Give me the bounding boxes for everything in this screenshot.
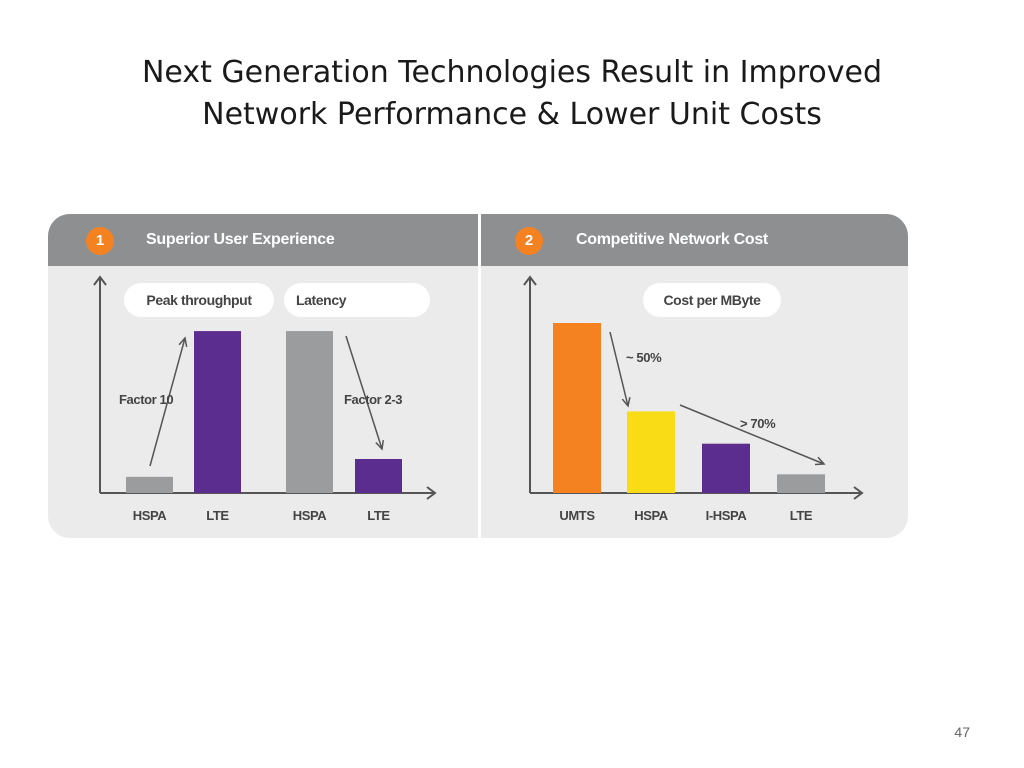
chart2-tick-label-1: HSPA [634, 508, 669, 523]
panel-1-number-badge: 1 [86, 227, 114, 255]
chart2-70pct-arrow-head [814, 456, 826, 466]
panel-divider [478, 214, 481, 538]
chart1-factor-2-3-arrow-head [375, 439, 385, 451]
panel-1-title: Superior User Experience [146, 231, 335, 248]
chart2-bar-umts [553, 323, 601, 493]
chart1-x-axis-arrow [426, 486, 437, 500]
slide-title-line-1: Next Generation Technologies Result in I… [141, 55, 883, 90]
chart1-factor-10-arrow [149, 337, 186, 467]
infographic-panel: 1 Superior User Experience 2 Competitive… [48, 214, 908, 538]
chart1-annotation-factor-2-3: Factor 2-3 [344, 392, 402, 407]
chart1-factor-2-3-arrow [345, 335, 383, 450]
chart1-tick-label-1-1: LTE [367, 508, 390, 523]
chart2-50pct-arrow-head [621, 397, 631, 408]
chart2-bar-i-hspa [702, 443, 750, 493]
latency-label: Latency [284, 283, 430, 317]
chart2-bar-lte [777, 474, 825, 493]
chart2-y-axis-arrow [523, 275, 537, 286]
cost-per-mbyte-label: Cost per MByte [643, 283, 781, 317]
chart2-tick-label-3: LTE [790, 508, 813, 523]
peak-throughput-label: Peak throughput [124, 283, 274, 317]
chart2-50pct-arrow [609, 331, 629, 407]
chart1-bar-lte-0 [194, 331, 241, 493]
chart1-tick-label-0-0: HSPA [133, 508, 168, 523]
slide-title: Next Generation Technologies Result in I… [0, 52, 1024, 136]
charts-svg: HSPA LTE HSPA LTE Factor 10 Factor 2-3 UMTS HS… [93, 275, 864, 523]
panel-2-number-badge: 2 [515, 227, 543, 255]
chart2-x-axis-arrow [853, 486, 864, 500]
chart1-bar-lte-1 [355, 459, 402, 493]
chart1-tick-label-0-1: LTE [206, 508, 229, 523]
chart1-factor-10-arrow-head [178, 336, 188, 347]
chart2-tick-label-2: I-HSPA [706, 508, 748, 523]
page-number: 47 [954, 724, 970, 740]
chart1-y-axis-arrow [93, 275, 107, 286]
chart2-annotation-70pct: > 70% [740, 416, 776, 431]
panel-2-title: Competitive Network Cost [576, 231, 768, 248]
chart1-bar-hspa-0 [126, 476, 173, 493]
chart-superior-user-experience: HSPA LTE HSPA LTE Factor 10 Factor 2-3 [93, 275, 437, 523]
chart2-70pct-arrow [679, 404, 825, 465]
slide-title-line-2: Network Performance & Lower Unit Costs [202, 97, 822, 132]
chart2-tick-label-0: UMTS [559, 508, 595, 523]
chart1-annotation-factor-10: Factor 10 [119, 392, 173, 407]
chart-competitive-network-cost: UMTS HSPA I-HSPA LTE ~ 50% > 70% [523, 275, 864, 523]
panel-2-header [481, 214, 908, 266]
chart2-bar-hspa [627, 411, 675, 493]
chart1-bar-hspa-1 [286, 331, 333, 493]
panel-1-header [48, 214, 478, 266]
chart2-annotation-50pct: ~ 50% [626, 350, 662, 365]
chart1-tick-label-1-0: HSPA [293, 508, 328, 523]
